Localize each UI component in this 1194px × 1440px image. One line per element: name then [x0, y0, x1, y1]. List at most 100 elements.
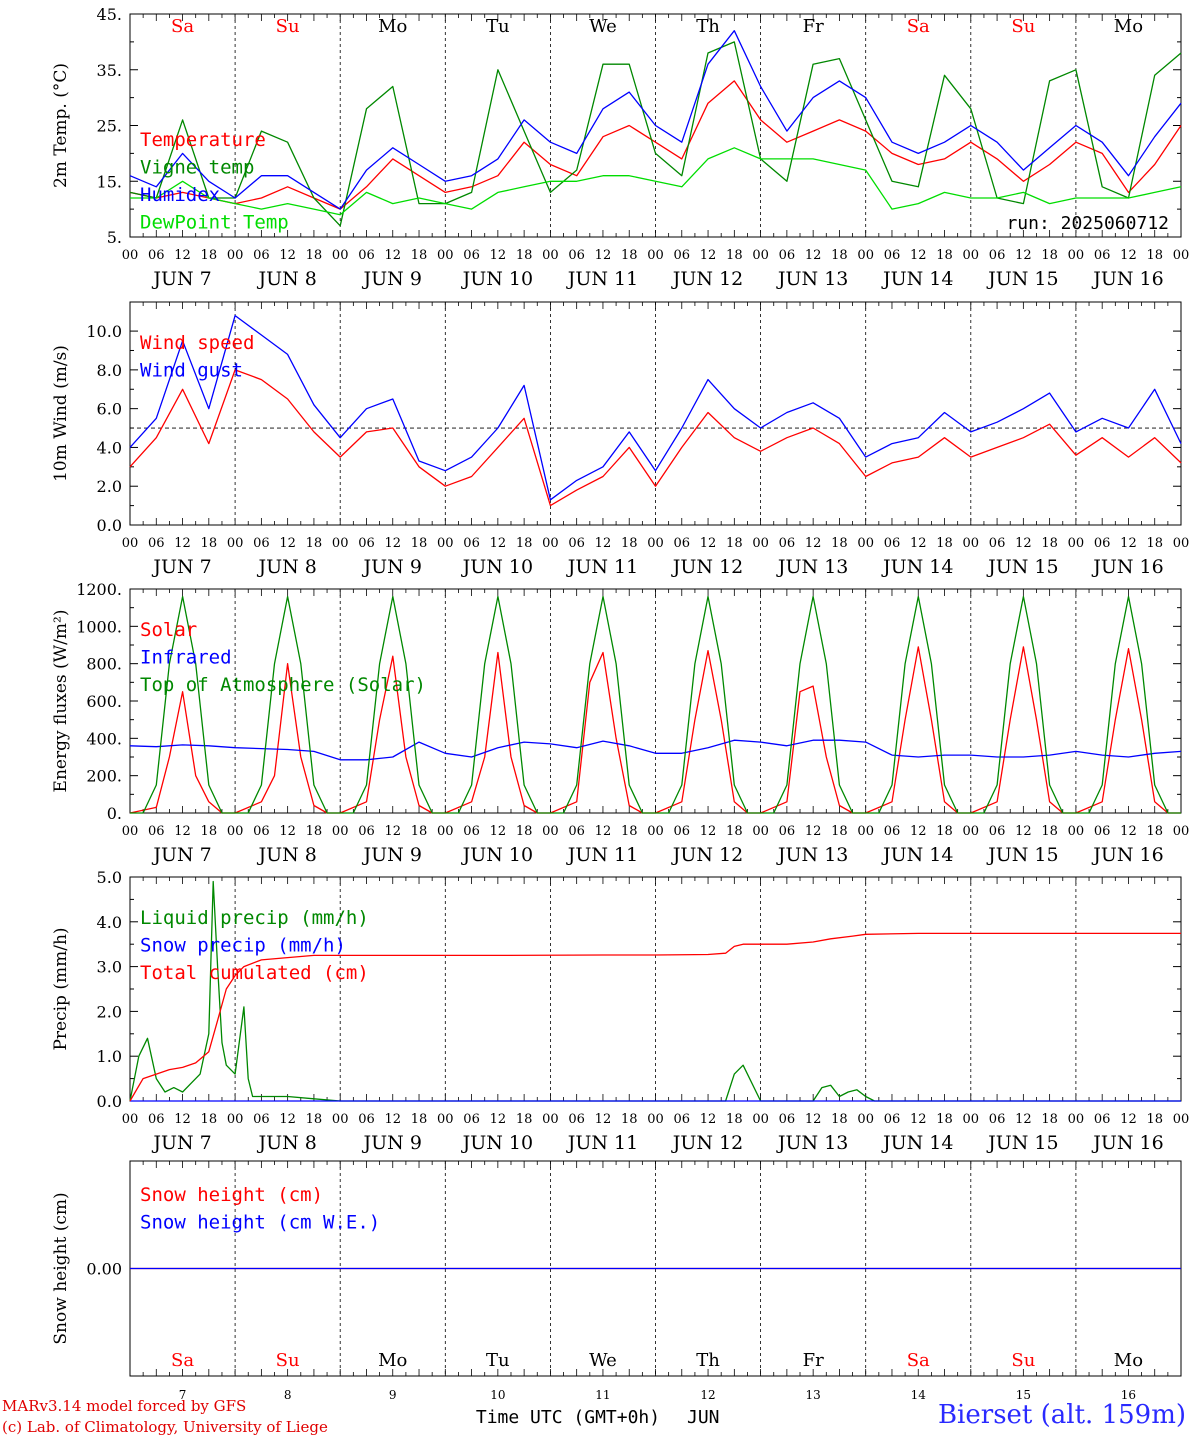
hour-label: 06	[463, 248, 480, 263]
hour-label: 12	[1120, 1112, 1137, 1127]
hour-label: 00	[122, 1112, 139, 1127]
hour-label: 00	[227, 536, 244, 551]
hour-label: 06	[1094, 536, 1111, 551]
bottom-day-number: 7	[179, 1388, 187, 1402]
panel-frame	[129, 588, 1182, 814]
y-tick-label: 1000.	[76, 617, 122, 636]
hour-label: 00	[963, 824, 980, 839]
series-line	[130, 595, 1181, 814]
bottom-day-number: 12	[700, 1388, 715, 1402]
series-line	[129, 41, 1182, 227]
hour-label: 18	[726, 536, 743, 551]
hour-label: 12	[1015, 824, 1032, 839]
y-tick-label: 0.00	[86, 1260, 122, 1279]
y-tick-label: 35.	[97, 61, 122, 80]
panel-frame	[129, 301, 1182, 526]
hour-label: 00	[857, 536, 874, 551]
hour-label: 06	[989, 824, 1006, 839]
hour-label: 00	[752, 536, 769, 551]
hour-label: 06	[148, 536, 165, 551]
hour-label: 12	[384, 536, 401, 551]
hour-label: 06	[1094, 248, 1111, 263]
day-name: Tu	[486, 1350, 510, 1371]
hour-label: 06	[568, 1112, 585, 1127]
hour-label: 12	[174, 248, 191, 263]
hour-label: 18	[516, 824, 533, 839]
bottom-day-number: 13	[806, 1388, 821, 1402]
hour-label: 06	[779, 1112, 796, 1127]
hour-label: 12	[1015, 1112, 1032, 1127]
hour-label: 18	[831, 1112, 848, 1127]
hour-label: 06	[463, 824, 480, 839]
hour-label: 06	[779, 536, 796, 551]
y-tick-label: 2.0	[97, 1002, 122, 1021]
hour-label: 18	[726, 1112, 743, 1127]
hour-label: 06	[358, 1112, 375, 1127]
series-line	[129, 932, 1181, 1102]
day-label: JUN 16	[1091, 844, 1163, 866]
bottom-day-number: 10	[490, 1388, 505, 1402]
hour-label: 06	[674, 248, 691, 263]
hour-label: 12	[1120, 824, 1137, 839]
day-label: JUN 16	[1091, 556, 1163, 578]
legend-entry: Wind speed	[140, 332, 254, 354]
hour-label: 18	[1041, 1112, 1058, 1127]
day-label: JUN 8	[256, 556, 316, 578]
day-label: JUN 11	[566, 268, 638, 290]
day-name: We	[589, 16, 617, 37]
legend-entry: Snow height (cm)	[140, 1184, 323, 1206]
hour-label: 06	[989, 536, 1006, 551]
day-label: JUN 10	[461, 268, 533, 290]
hour-label: 00	[122, 536, 139, 551]
series-line	[129, 80, 1182, 210]
hour-label: 18	[411, 824, 428, 839]
hour-label: 18	[1041, 248, 1058, 263]
hour-label: 18	[831, 536, 848, 551]
y-tick-label: 5.0	[97, 868, 122, 887]
hour-label: 06	[568, 536, 585, 551]
day-name: We	[589, 1350, 617, 1371]
y-axis-label: Precip (mm/h)	[51, 927, 71, 1050]
hour-label: 18	[306, 1112, 323, 1127]
hour-label: 06	[148, 248, 165, 263]
hour-label: 12	[595, 536, 612, 551]
hour-label: 18	[936, 1112, 953, 1127]
hour-label: 00	[542, 824, 559, 839]
hour-label: 12	[279, 248, 296, 263]
hour-label: 18	[1146, 824, 1163, 839]
hour-label: 12	[805, 824, 822, 839]
hour-label: 00	[542, 248, 559, 263]
legend-entry: DewPoint Temp	[140, 212, 289, 234]
y-tick-label: 10.0	[86, 322, 122, 341]
y-tick-label: 600.	[86, 692, 122, 711]
hour-label: 06	[568, 248, 585, 263]
hour-label: 18	[411, 536, 428, 551]
hour-label: 12	[595, 824, 612, 839]
hour-label: 00	[542, 536, 559, 551]
hour-label: 12	[910, 248, 927, 263]
y-tick-label: 25.	[97, 117, 122, 136]
day-name: Th	[696, 16, 720, 37]
hour-label: 12	[279, 1112, 296, 1127]
hour-label: 18	[201, 1112, 218, 1127]
hour-label: 06	[148, 1112, 165, 1127]
day-label: JUN 9	[362, 1132, 422, 1154]
hour-label: 00	[647, 248, 664, 263]
hour-label: 12	[174, 1112, 191, 1127]
legend-entry: Solar	[140, 619, 197, 641]
hour-label: 00	[332, 824, 349, 839]
hour-label: 00	[647, 824, 664, 839]
hour-label: 06	[989, 248, 1006, 263]
y-tick-label: 0.0	[97, 1092, 122, 1111]
hour-label: 06	[884, 248, 901, 263]
hour-label: 18	[516, 248, 533, 263]
hour-label: 12	[490, 824, 507, 839]
hour-label: 18	[936, 824, 953, 839]
hour-label: 00	[437, 536, 454, 551]
hour-label: 18	[201, 824, 218, 839]
series-line	[129, 369, 1182, 507]
day-label: JUN 9	[362, 844, 422, 866]
hour-label: 00	[857, 1112, 874, 1127]
day-label: JUN 14	[881, 1132, 953, 1154]
day-name: Sa	[171, 1350, 194, 1371]
